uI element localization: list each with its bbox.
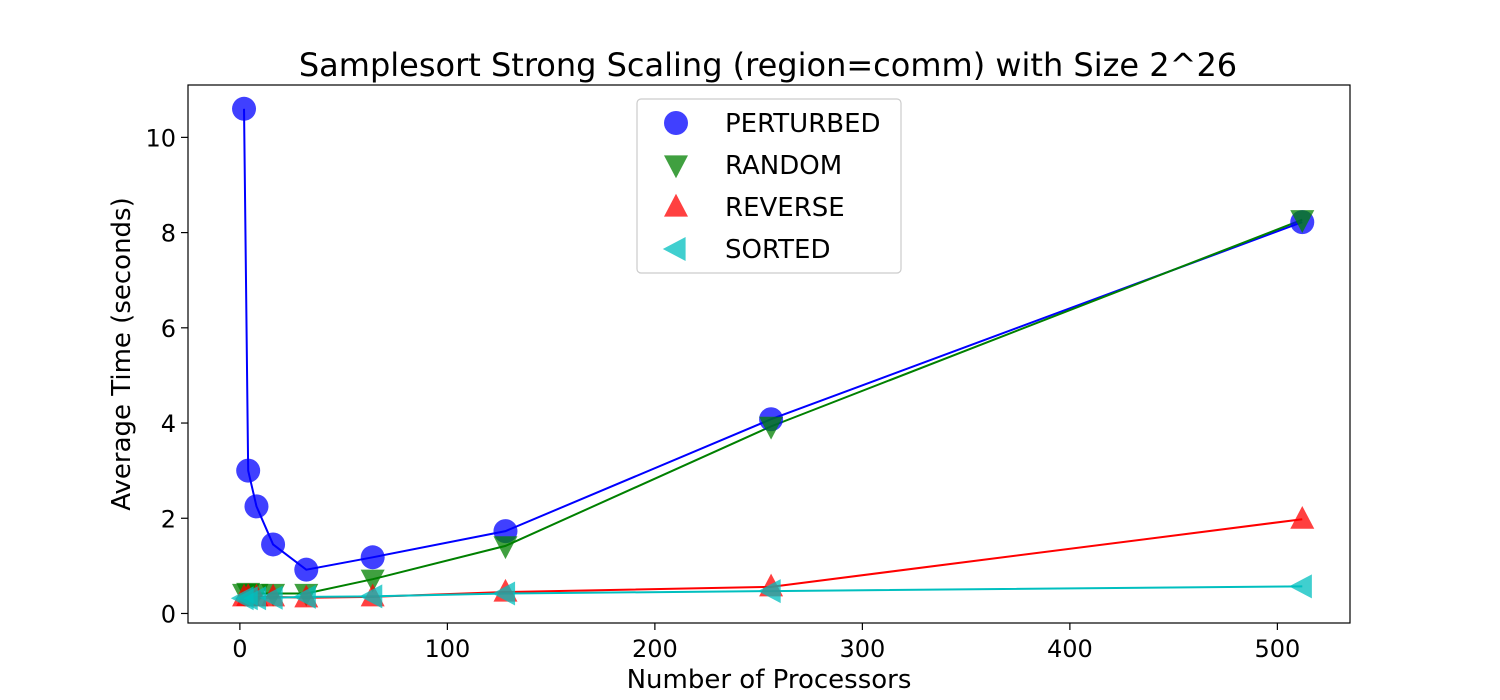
x-tick-label: 0 [232, 635, 247, 663]
x-tick-label: 400 [1047, 635, 1093, 663]
data-point-reverse [1290, 506, 1315, 529]
legend-label: REVERSE [725, 193, 845, 223]
x-tick-label: 500 [1254, 635, 1300, 663]
x-tick-label: 200 [632, 635, 678, 663]
y-tick-label: 4 [161, 410, 176, 438]
y-tick-label: 0 [161, 600, 176, 628]
data-point-random [493, 536, 518, 560]
data-point-sorted [259, 585, 283, 610]
legend-marker-reverse [664, 193, 688, 217]
legend-marker-random [664, 155, 688, 179]
legend-label: RANDOM [725, 151, 842, 181]
legend-label: PERTURBED [725, 109, 881, 139]
chart-title: Samplesort Strong Scaling (region=comm) … [299, 46, 1237, 84]
data-point-perturbed [360, 545, 385, 570]
y-tick-label: 6 [161, 315, 176, 343]
data-point-perturbed [294, 557, 319, 582]
data-point-perturbed [236, 458, 261, 483]
data-point-sorted [243, 586, 267, 611]
data-point-random [759, 416, 784, 440]
x-axis-label: Number of Processors [627, 665, 912, 695]
data-point-perturbed [261, 532, 286, 557]
legend-label: SORTED [725, 235, 830, 265]
y-tick-label: 2 [161, 505, 176, 533]
x-axis: 0 100 200 300 400 500 [232, 623, 1300, 663]
data-point-random [1290, 210, 1315, 233]
legend-box [636, 98, 902, 274]
data-point-sorted [1289, 574, 1312, 599]
data-point-perturbed [232, 96, 257, 121]
legend-marker-perturbed [664, 111, 688, 135]
plot-frame [187, 84, 1351, 624]
legend: PERTURBED RANDOM REVERSE SORTED [636, 98, 902, 274]
y-tick-label: 8 [161, 220, 176, 248]
data-point-sorted [757, 579, 781, 604]
y-axis: 0 2 4 6 8 10 [145, 124, 188, 628]
data-point-sorted [359, 584, 383, 609]
y-axis-label: Average Time (seconds) [107, 197, 137, 511]
plot-area [230, 96, 1315, 611]
data-point-perturbed [244, 494, 269, 519]
series-line-random [243, 218, 1303, 595]
data-point-random [360, 569, 385, 593]
data-point-sorted [492, 581, 516, 606]
data-point-sorted [293, 584, 316, 609]
legend-marker-sorted [662, 237, 686, 261]
x-tick-label: 100 [424, 635, 470, 663]
y-tick-label: 10 [145, 124, 176, 152]
x-tick-label: 300 [839, 635, 885, 663]
